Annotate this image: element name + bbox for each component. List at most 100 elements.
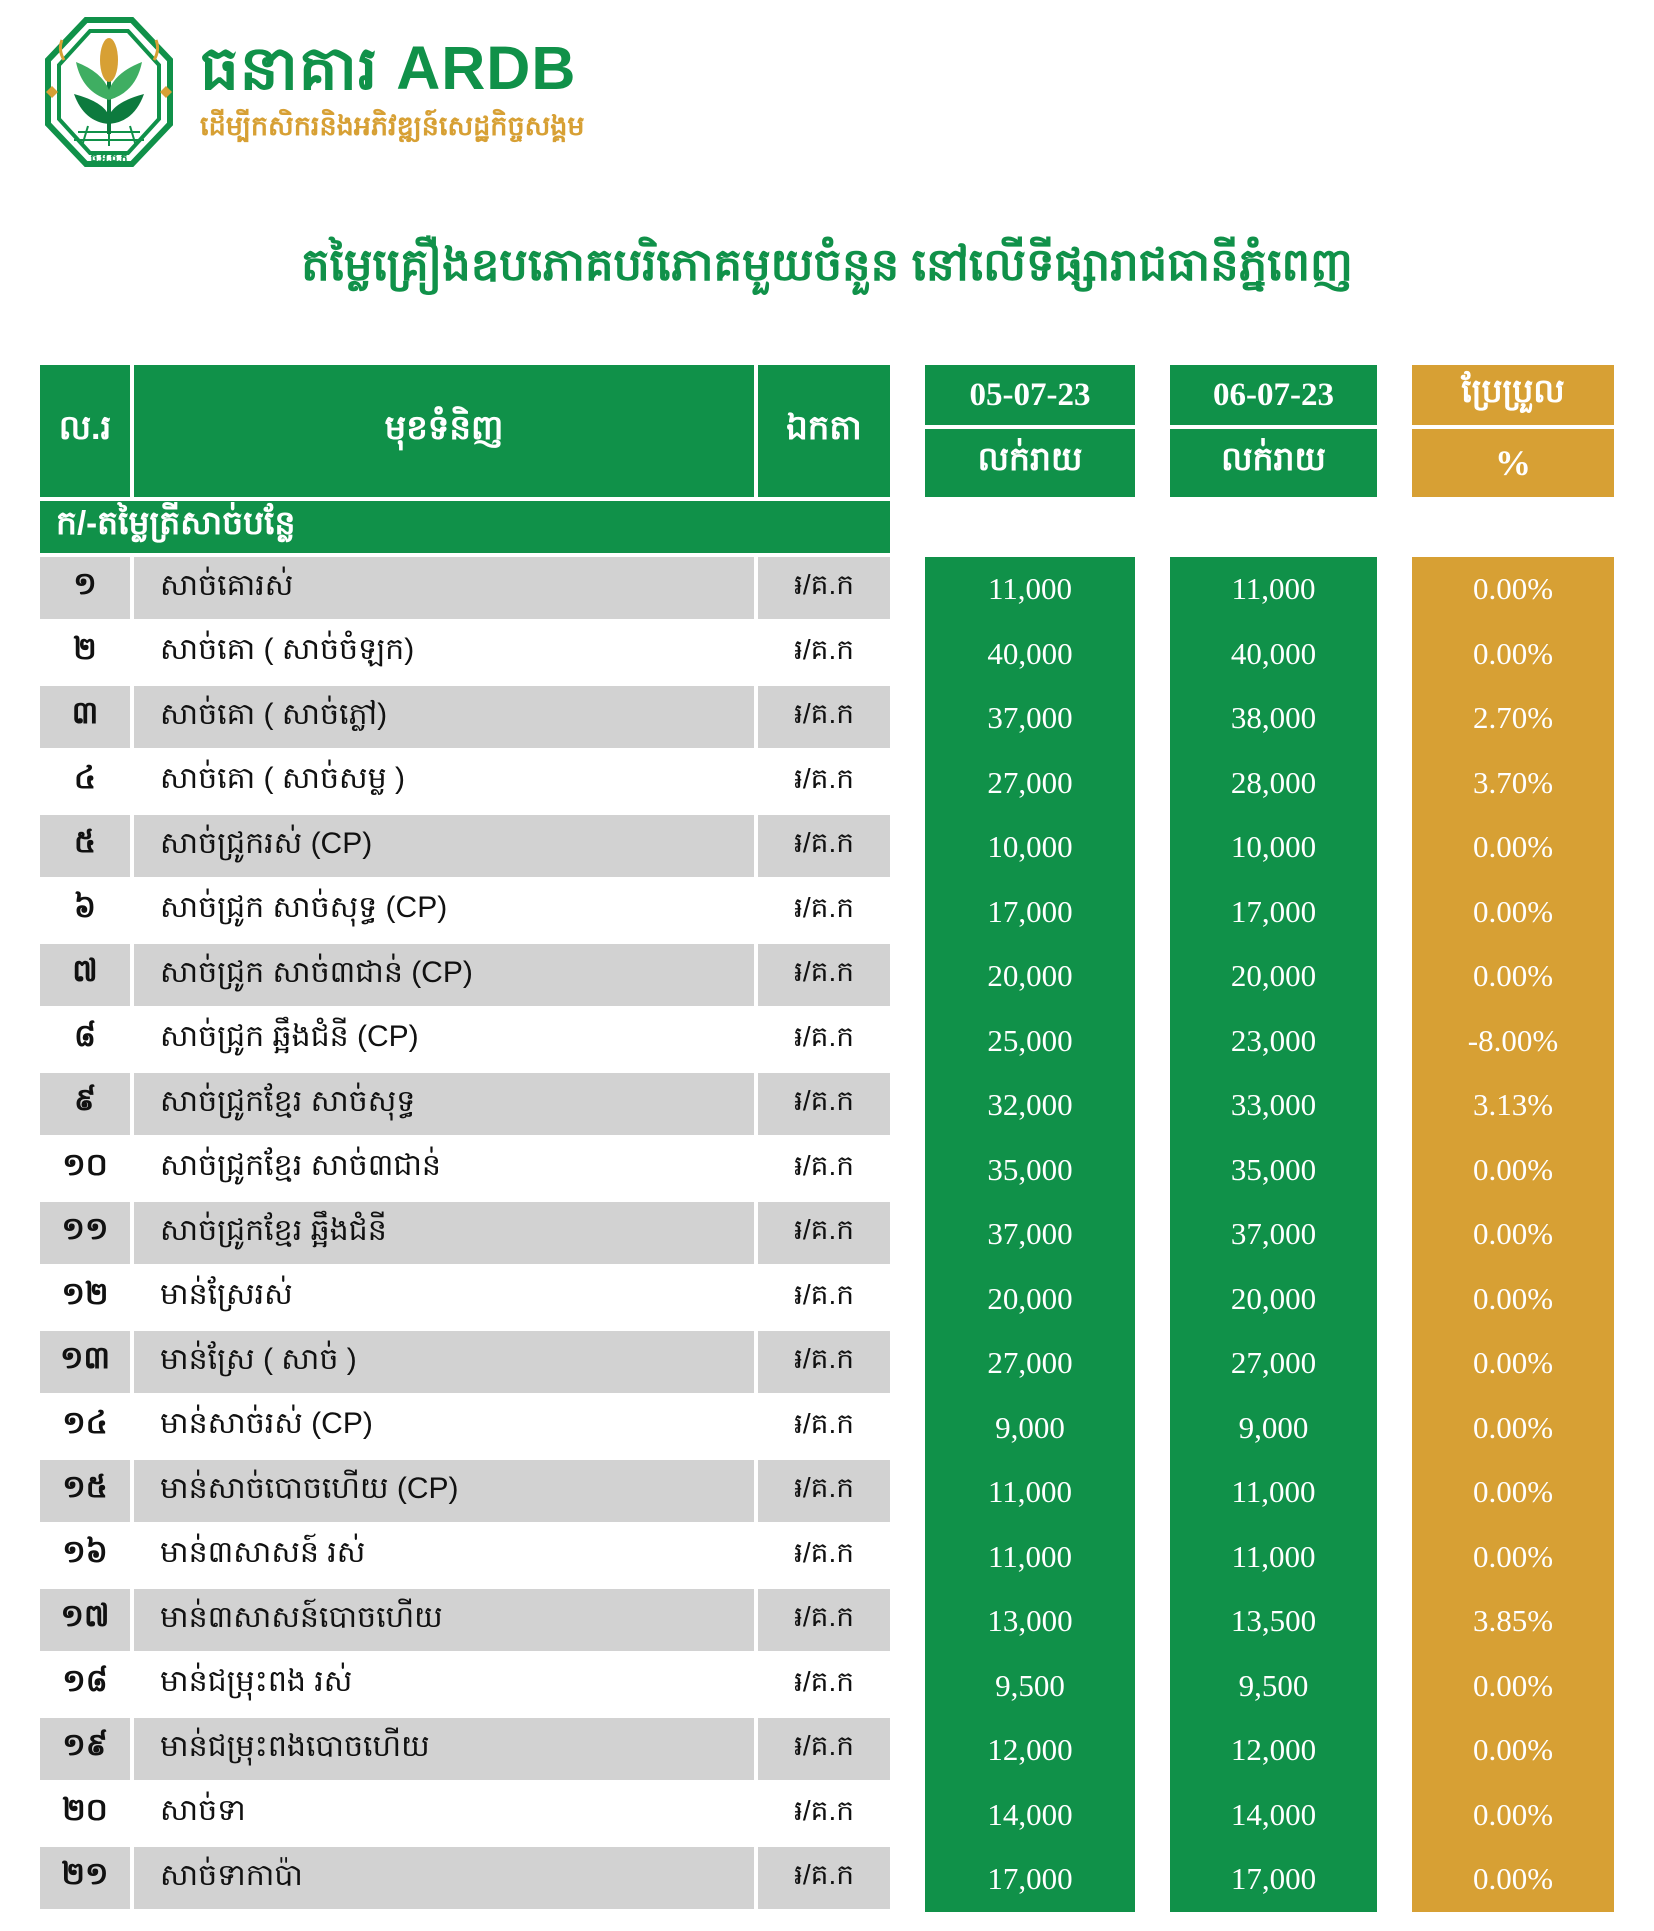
table-row: ៥ សាច់ជ្រូករស់ (CP) ៛/គ.ក	[40, 815, 890, 880]
price-value: 3.85%	[1472, 1603, 1554, 1639]
price-value: 0.00%	[1472, 1280, 1554, 1316]
price-column-day2: 06-07-23 លក់រាយ 11,000 40,000 38,000 28,000…	[1170, 365, 1377, 1912]
price-value: 0.00%	[1472, 1538, 1554, 1574]
item-unit: ៛/គ.ក	[794, 1085, 854, 1117]
price-value: 0.00%	[1472, 1409, 1554, 1445]
item-name: មាន់ស្រែ ( សាច់ )	[130, 1331, 758, 1393]
table-row: ២១ សាច់ទាកាប៉ា ៛/គ.ក	[40, 1847, 890, 1912]
row-number: ១០	[62, 1146, 108, 1182]
table-row: ៤ សាច់គោ ( សាច់សម្ល ) ៛/គ.ក	[40, 750, 890, 815]
price-value: 0.00%	[1472, 1667, 1554, 1703]
item-unit: ៛/គ.ក	[794, 633, 854, 665]
price-value: 17,000	[1230, 893, 1317, 929]
price-value: 27,000	[1230, 1345, 1317, 1381]
row-number: ៤	[74, 759, 96, 795]
item-name: មាន់ជម្រុះពង រស់	[130, 1653, 758, 1715]
table-row: ១៣ មាន់ស្រែ ( សាច់ ) ៛/គ.ក	[40, 1331, 890, 1396]
row-number: ១៨	[62, 1662, 108, 1698]
row-number: ១៣	[60, 1340, 110, 1376]
table-row: ១០ សាច់ជ្រូកខ្មែរ សាច់៣ជាន់ ៛/គ.ក	[40, 1137, 890, 1202]
price-value: 27,000	[987, 1345, 1073, 1381]
table-row: ១៦ មាន់៣សាសន៍ រស់ ៛/គ.ក	[40, 1524, 890, 1589]
row-number: ៧	[72, 953, 98, 989]
price-value: 20,000	[987, 958, 1073, 994]
price-value: 27,000	[987, 764, 1073, 800]
date-label: 06-07-23	[1170, 365, 1377, 429]
price-value: 37,000	[987, 1216, 1073, 1252]
table-row: ៣ សាច់គោ ( សាច់ភ្លៅ) ៛/គ.ក	[40, 686, 890, 751]
price-value: 11,000	[987, 1474, 1073, 1510]
row-number: ១៦	[62, 1533, 108, 1569]
column-header-item: មុខទំនិញ	[130, 365, 758, 497]
header-logo: ធ.អ.ជ.ក ធនាគារ ARDB ដើម្បីកសិករនិងអភិវឌ្…	[44, 16, 585, 168]
item-unit: ៛/គ.ក	[794, 1730, 854, 1762]
price-value: 14,000	[1230, 1796, 1317, 1832]
table-row: ១៤ មាន់សាច់រស់ (CP) ៛/គ.ក	[40, 1395, 890, 1460]
row-number: ១	[73, 566, 97, 602]
price-value: 11,000	[1231, 1538, 1316, 1574]
item-unit: ៛/គ.ក	[794, 827, 854, 859]
item-name: សាច់ជ្រូក សាច់៣ជាន់ (CP)	[130, 944, 758, 1006]
item-name: សាច់គោ ( សាច់ភ្លៅ)	[130, 686, 758, 748]
item-name: សាច់ជ្រូកខ្មែរ សាច់សុទ្ធ	[130, 1073, 758, 1135]
row-number: ១៩	[62, 1727, 108, 1763]
change-column: ប្រែប្រួល % 0.00% 0.00% 2.70% 3.70% 0.00% 0.0…	[1412, 365, 1614, 1912]
change-band: 0.00% 0.00% 2.70% 3.70% 0.00% 0.00% 0.00% -8.00…	[1412, 557, 1614, 1912]
items-table: ល.រ មុខទំនិញ ឯកតា ក/-តម្លៃត្រីសាច់បន្លែ …	[40, 365, 890, 1912]
price-value: 38,000	[1230, 700, 1317, 736]
item-unit: ៛/គ.ក	[794, 1278, 854, 1310]
item-name: សាច់ជ្រូក សាច់សុទ្ធ (CP)	[130, 879, 758, 941]
item-name: សាច់ទា	[130, 1782, 758, 1844]
price-value: 20,000	[987, 1280, 1073, 1316]
item-unit: ៛/គ.ក	[794, 1149, 854, 1181]
item-unit: ៛/គ.ក	[794, 698, 854, 730]
table-row: ៩ សាច់ជ្រូកខ្មែរ សាច់សុទ្ធ ៛/គ.ក	[40, 1073, 890, 1138]
table-row: ២០ សាច់ទា ៛/គ.ក	[40, 1782, 890, 1847]
percent-label: %	[1495, 443, 1531, 483]
price-band-day2: 11,000 40,000 38,000 28,000 10,000 17,000 20,0…	[1170, 557, 1377, 1912]
price-value: 12,000	[1230, 1732, 1317, 1768]
item-unit: ៛/គ.ក	[794, 891, 854, 923]
price-column-day1-header: 05-07-23 លក់រាយ	[925, 365, 1135, 497]
logo-text: ធនាគារ ARDB ដើម្បីកសិករនិងអភិវឌ្ឍន៍សេដ្ឋ…	[200, 34, 585, 149]
table-row: ១១ សាច់ជ្រូកខ្មែរ ឆ្អឹងជំនី ៛/គ.ក	[40, 1202, 890, 1267]
row-number: ២១	[61, 1856, 109, 1892]
price-value: 0.00%	[1472, 1732, 1554, 1768]
price-value: 0.00%	[1472, 958, 1554, 994]
emblem-caption: ធ.អ.ជ.ក	[90, 153, 127, 165]
price-value: 0.00%	[1472, 1796, 1554, 1832]
item-name: សាច់គោ ( សាច់ចំឡក)	[130, 621, 758, 683]
item-name: មាន់សាច់បោចហើយ (CP)	[130, 1460, 758, 1522]
price-value: 20,000	[1230, 1280, 1317, 1316]
item-unit: ៛/គ.ក	[794, 1536, 854, 1568]
item-name: មាន់ស្រែរស់	[130, 1266, 758, 1328]
price-value: 33,000	[1230, 1087, 1317, 1123]
price-value: 11,000	[1231, 1474, 1316, 1510]
table-row: ២ សាច់គោ ( សាច់ចំឡក) ៛/គ.ក	[40, 621, 890, 686]
table-row: ១៩ មាន់ជម្រុះពងបោចហើយ ៛/គ.ក	[40, 1718, 890, 1783]
item-unit: ៛/គ.ក	[794, 1214, 854, 1246]
price-value: 37,000	[1230, 1216, 1317, 1252]
column-header-no: ល.រ	[58, 409, 112, 447]
row-number: ៨	[74, 1017, 96, 1053]
column-header-unit: ឯកតា	[786, 409, 862, 447]
item-unit: ៛/គ.ក	[794, 1794, 854, 1826]
table-row: ១៥ មាន់សាច់បោចហើយ (CP) ៛/គ.ក	[40, 1460, 890, 1525]
price-value: 0.00%	[1472, 1151, 1554, 1187]
price-value: 11,000	[1231, 571, 1316, 607]
price-value: 37,000	[987, 700, 1073, 736]
price-value: 35,000	[1230, 1151, 1317, 1187]
item-name: សាច់ជ្រូកខ្មែរ សាច់៣ជាន់	[130, 1137, 758, 1199]
table-row: ១២ មាន់ស្រែរស់ ៛/គ.ក	[40, 1266, 890, 1331]
item-unit: ៛/គ.ក	[794, 1472, 854, 1504]
row-number: ១២	[61, 1275, 109, 1311]
price-value: 32,000	[987, 1087, 1073, 1123]
price-value: 9,500	[995, 1667, 1065, 1703]
date-label: 05-07-23	[925, 365, 1135, 429]
price-value: 0.00%	[1472, 1861, 1554, 1897]
items-table-body: ១សាច់គោរស់ ៛/គ.ក២សាច់គោ ( សាច់ចំឡក) ៛/គ.ក៣…	[40, 557, 890, 1912]
table-row: ៦ សាច់ជ្រូក សាច់សុទ្ធ (CP) ៛/គ.ក	[40, 879, 890, 944]
bank-tagline: ដើម្បីកសិករនិងអភិវឌ្ឍន៍សេដ្ឋកិច្ចសង្គម	[200, 111, 585, 142]
item-unit: ៛/គ.ក	[794, 1407, 854, 1439]
row-number: ៣	[71, 695, 99, 731]
